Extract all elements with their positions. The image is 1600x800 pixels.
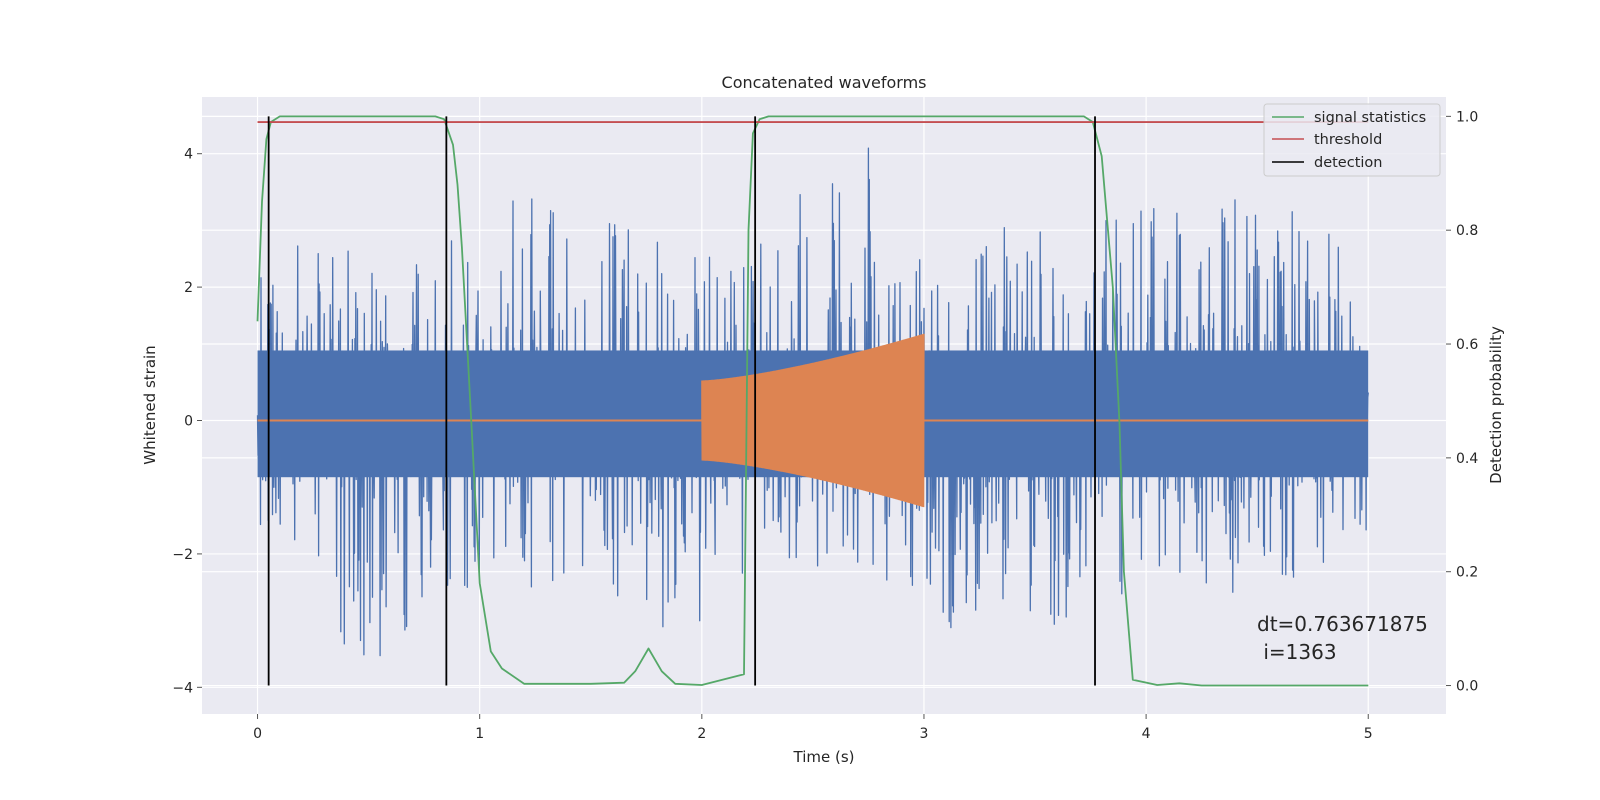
y-left-tick-label: 2	[184, 280, 193, 296]
y-right-tick-label: 0.8	[1456, 223, 1478, 239]
x-tick-label: 5	[1364, 726, 1373, 742]
y-left-tick-label: −2	[172, 547, 193, 563]
legend-box	[1263, 103, 1441, 177]
y-left-tick-label: 0	[184, 414, 193, 430]
x-tick-label: 2	[697, 726, 706, 742]
ticks: 0 1 2 3 4 5 −4 −2 0 2 4 0.0 0.2 0.4 0.6 0.8 1.0	[172, 109, 1478, 742]
legend-label-signal-statistics: signal statistics	[1314, 110, 1426, 126]
x-axis-label: Time (s)	[793, 748, 855, 766]
legend-label-detection: detection	[1314, 155, 1382, 171]
annotation: dt=0.763671875 i=1363	[1257, 612, 1428, 664]
y-right-tick-label: 1.0	[1456, 109, 1478, 125]
y-right-tick-label: 0.0	[1456, 679, 1478, 695]
annotation-dt: dt=0.763671875	[1257, 612, 1428, 636]
annotation-i: i=1363	[1257, 640, 1337, 664]
y-left-tick-label: −4	[172, 680, 193, 696]
y-right-tick-label: 0.2	[1456, 565, 1478, 581]
y-right-tick-label: 0.6	[1456, 337, 1478, 353]
y-right-tick-label: 0.4	[1456, 451, 1478, 467]
chart-title: Concatenated waveforms	[722, 73, 927, 92]
y-left-tick-label: 4	[184, 147, 193, 163]
y-axis-label-left: Whitened strain	[141, 345, 159, 464]
x-tick-label: 0	[253, 726, 262, 742]
series-injected-chirp	[701, 333, 925, 508]
x-tick-label: 1	[475, 726, 484, 742]
plot-layer	[256, 115, 1369, 687]
legend: signal statistics threshold detection	[1263, 103, 1441, 177]
y-axis-label-right: Detection probability	[1487, 326, 1505, 484]
legend-label-threshold: threshold	[1314, 132, 1382, 148]
x-tick-label: 4	[1142, 726, 1151, 742]
x-tick-label: 3	[920, 726, 929, 742]
